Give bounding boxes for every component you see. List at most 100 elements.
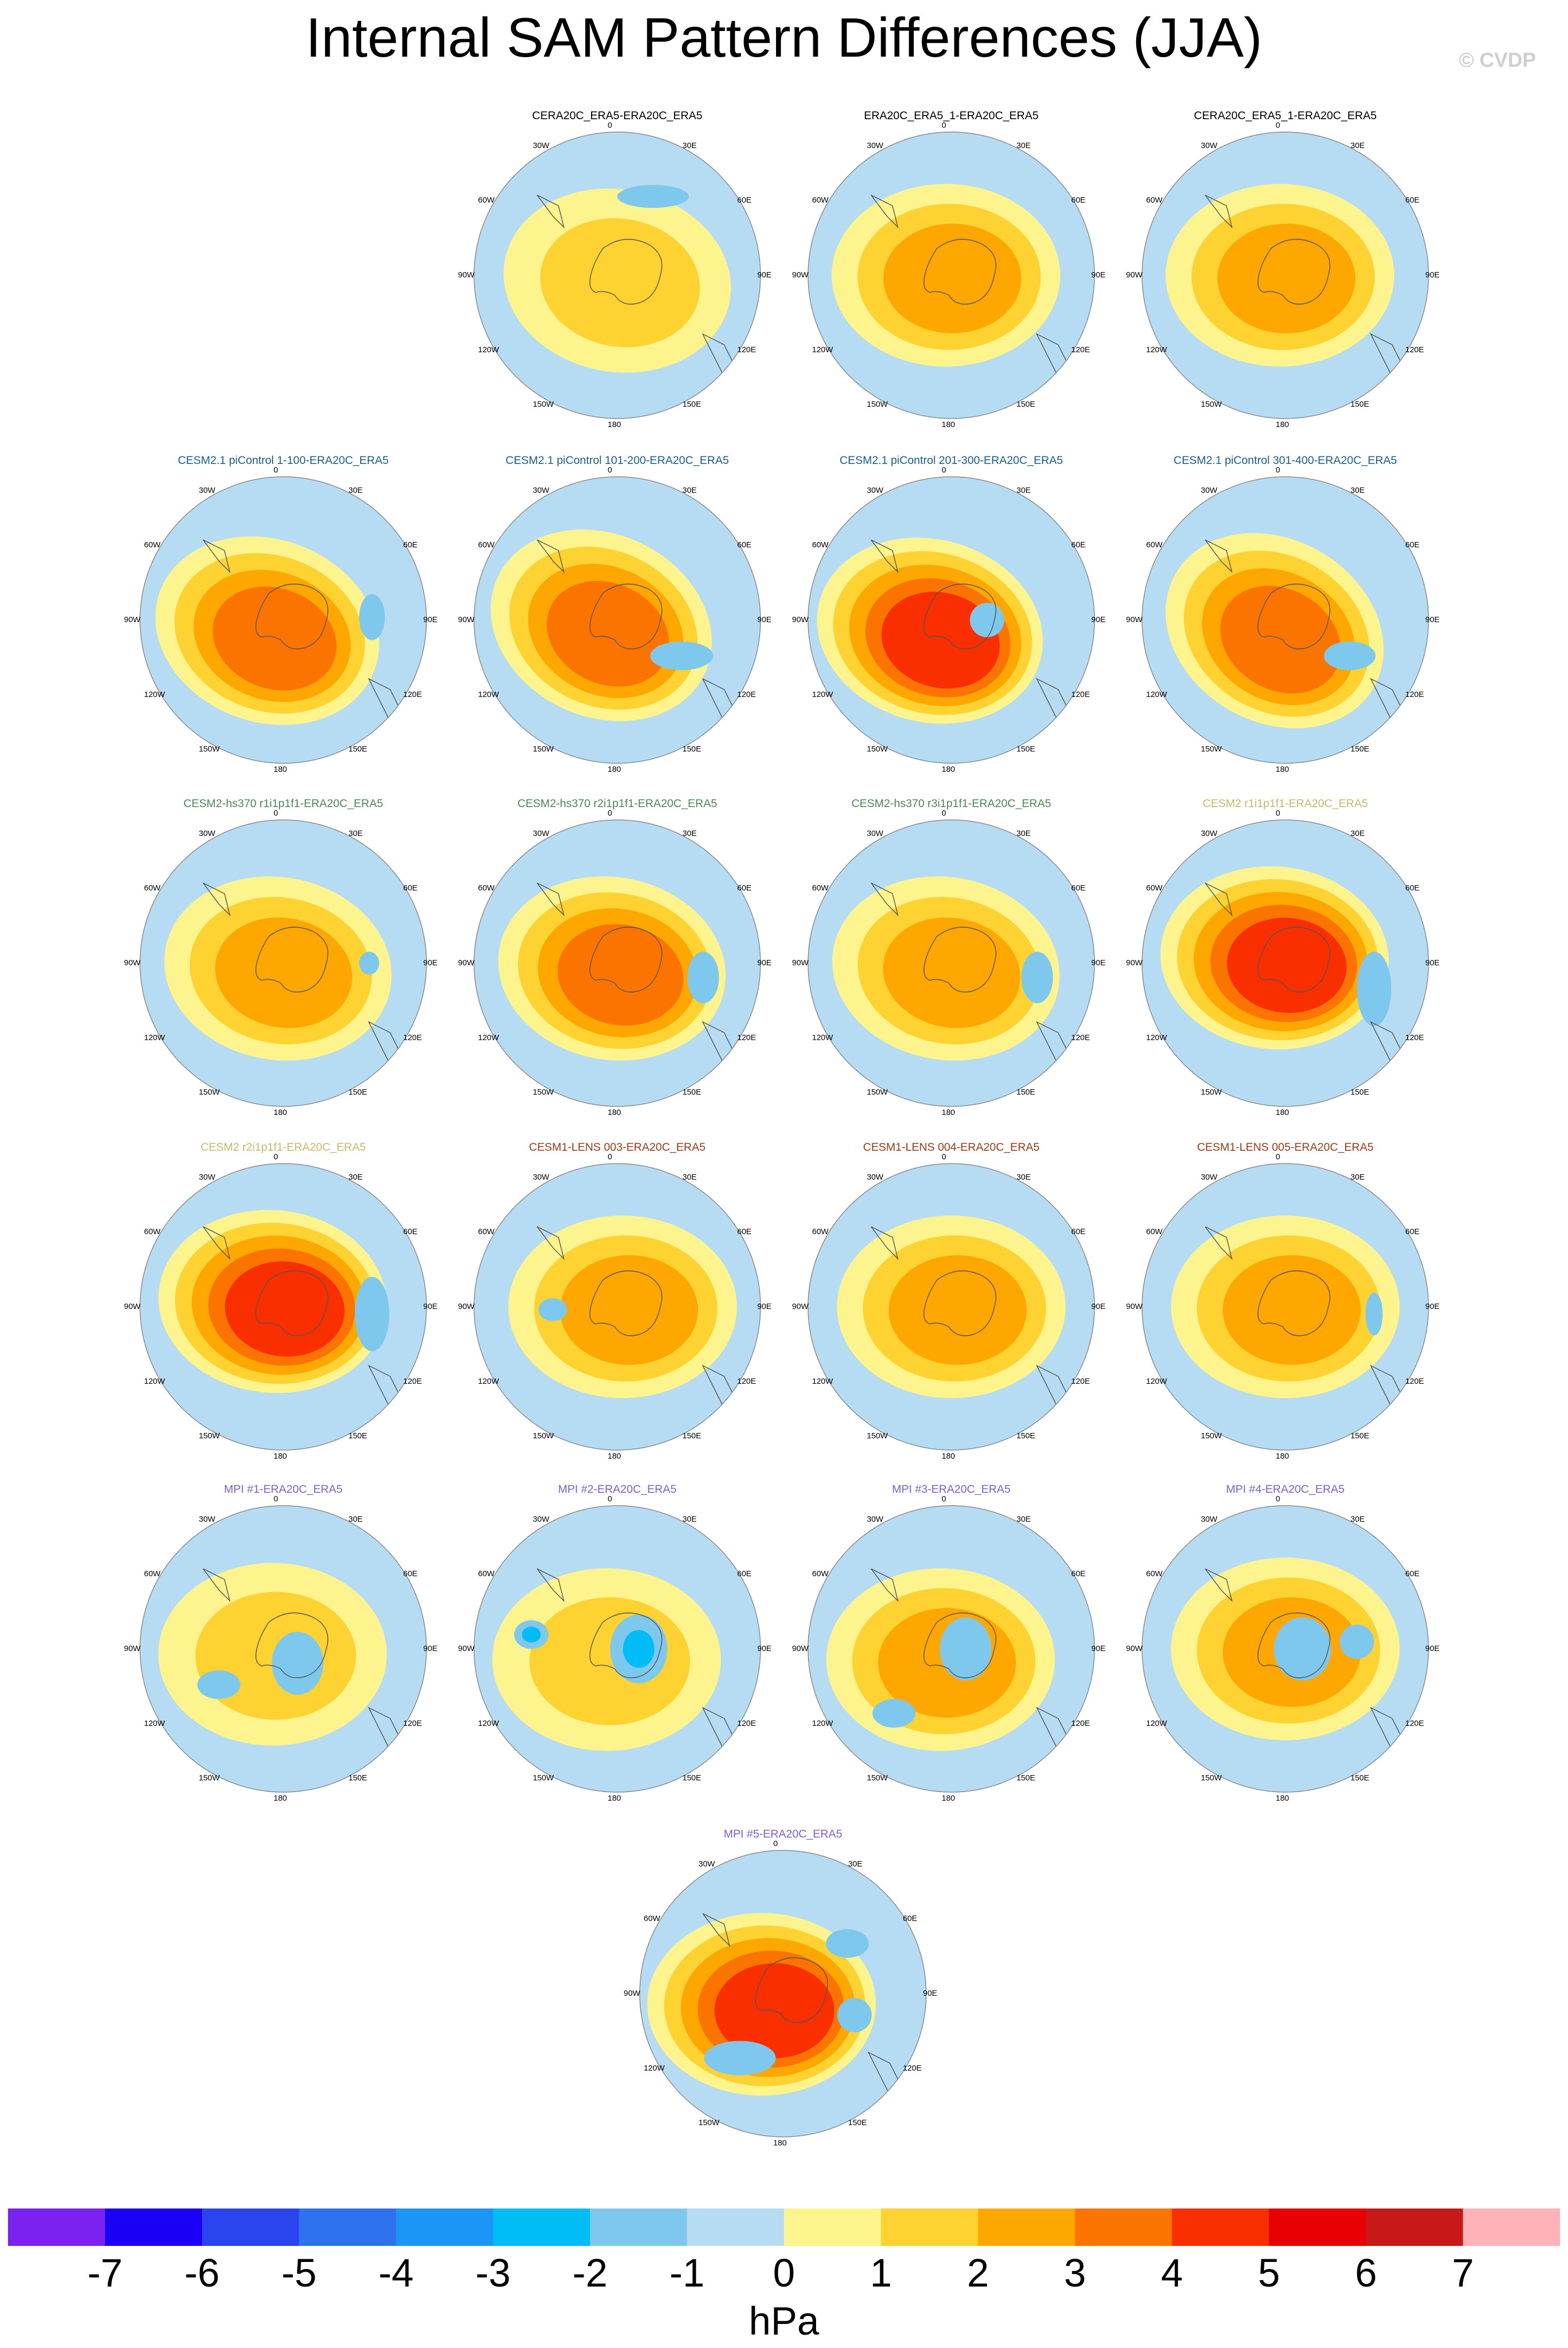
longitude-label: 150W <box>1201 1088 1222 1097</box>
longitude-label: 90W <box>124 958 141 967</box>
longitude-label: 180 <box>942 765 956 774</box>
map-panel: CESM1-LENS 003-ERA20C_ERA5 0 30E 60E 90E 120E… <box>458 1141 772 1462</box>
longitude-label: 30E <box>682 485 697 495</box>
longitude-label: 60W <box>478 196 495 205</box>
longitude-label: 30E <box>1016 1514 1031 1524</box>
antarctica-coastline <box>589 1270 663 1336</box>
panel-title: MPI #4-ERA20C_ERA5 <box>1226 1483 1345 1495</box>
panel-title: CESM2-hs370 r3i1p1f1-ERA20C_ERA5 <box>851 797 1051 810</box>
colorbar-tick-label: -7 <box>87 2251 123 2295</box>
map-panel: CESM2.1 piControl 1-100-ERA20C_ERA5 0 30E 6… <box>124 454 438 775</box>
longitude-label: 0 <box>1276 466 1280 475</box>
longitude-label: 0 <box>608 1494 612 1504</box>
panel-title: CESM2 r1i1p1f1-ERA20C_ERA5 <box>1202 797 1368 810</box>
longitude-label: 90W <box>458 615 475 624</box>
longitude-label: 0 <box>942 121 946 130</box>
polar-map <box>473 476 761 764</box>
longitude-label: 60W <box>144 884 161 893</box>
antarctica-coastline <box>1257 583 1331 649</box>
polar-map <box>808 1163 1095 1451</box>
longitude-label: 60W <box>812 1569 829 1578</box>
longitude-label: 120W <box>812 1033 833 1042</box>
longitude-label: 30E <box>682 1514 697 1524</box>
positive-contour <box>881 592 1000 689</box>
south-america-coastline <box>203 539 231 574</box>
longitude-label: 120E <box>1071 690 1090 699</box>
negative-contour <box>687 951 719 1004</box>
longitude-label: 30E <box>1350 485 1365 495</box>
longitude-label: 0 <box>942 1152 946 1161</box>
longitude-label: 120E <box>403 1377 422 1386</box>
longitude-label: 0 <box>942 466 946 475</box>
antarctica-coastline <box>755 1957 828 2023</box>
longitude-label: 90E <box>1425 270 1440 280</box>
south-america-coastline <box>871 195 899 229</box>
longitude-label: 30E <box>348 828 363 838</box>
longitude-label: 90E <box>1091 615 1106 624</box>
longitude-label: 90W <box>458 270 475 280</box>
longitude-label: 0 <box>274 466 278 475</box>
longitude-label: 30E <box>1016 828 1031 838</box>
south-america-coastline <box>537 195 565 229</box>
longitude-label: 150E <box>848 2118 867 2128</box>
panel-title: MPI #1-ERA20C_ERA5 <box>224 1483 343 1495</box>
longitude-label: 90E <box>1425 615 1440 624</box>
longitude-label: 60E <box>737 1227 752 1236</box>
panel-title: CESM1-LENS 003-ERA20C_ERA5 <box>529 1141 706 1153</box>
map-panel: MPI #3-ERA20C_ERA5 0 30E 60E 90E 120E 150E 180 1… <box>792 1483 1106 1804</box>
longitude-label: 150E <box>1350 1431 1370 1441</box>
polar-map <box>1142 476 1429 764</box>
longitude-label: 150E <box>682 745 702 754</box>
longitude-label: 180 <box>274 1794 288 1803</box>
longitude-label: 60W <box>643 1914 661 1923</box>
map-panel: MPI #5-ERA20C_ERA5 0 30E 60E 90E 120E 150E 180 1… <box>624 1828 937 2149</box>
longitude-label: 150E <box>1016 1431 1036 1441</box>
longitude-label: 30E <box>1350 1514 1365 1524</box>
longitude-label: 90E <box>923 1989 937 1998</box>
longitude-label: 120W <box>1146 690 1167 699</box>
longitude-label: 150E <box>348 1088 368 1097</box>
negative-contour <box>538 1298 568 1321</box>
longitude-label: 180 <box>608 1452 622 1461</box>
longitude-label: 30W <box>867 485 883 495</box>
longitude-label: 150W <box>867 400 888 409</box>
longitude-label: 60W <box>1146 1569 1163 1578</box>
longitude-label: 150E <box>1016 400 1036 409</box>
map-border <box>139 476 427 764</box>
longitude-label: 90E <box>1425 958 1440 967</box>
longitude-label: 0 <box>608 809 612 818</box>
longitude-label: 60E <box>403 884 418 893</box>
south-america-coastline <box>203 882 231 917</box>
map-panel: CESM1-LENS 005-ERA20C_ERA5 0 30E 60E 90E 120E… <box>1126 1141 1440 1462</box>
polar-map <box>1142 1163 1429 1451</box>
map-panel: ERA20C_ERA5_1-ERA20C_ERA5 0 30E 60E 90E 120E 1… <box>792 110 1106 430</box>
south-america-coastline <box>1205 195 1233 229</box>
map-border <box>639 1850 927 2137</box>
longitude-label: 60E <box>403 540 418 549</box>
antarctica-coastline <box>923 238 997 305</box>
longitude-label: 90E <box>423 1302 438 1311</box>
longitude-label: 0 <box>1276 1152 1280 1161</box>
negative-contour <box>1365 1292 1383 1336</box>
longitude-label: 120E <box>1405 345 1424 354</box>
longitude-label: 60E <box>737 540 752 549</box>
longitude-label: 120W <box>144 1377 165 1386</box>
colorbar-segment <box>687 2208 785 2246</box>
south-america-coastline <box>1205 1568 1233 1602</box>
longitude-label: 90W <box>458 1302 475 1311</box>
longitude-label: 0 <box>773 1839 778 1848</box>
longitude-label: 30W <box>533 141 549 150</box>
longitude-label: 150E <box>1350 745 1370 754</box>
longitude-label: 30E <box>1016 1172 1031 1182</box>
longitude-label: 30E <box>1016 485 1031 495</box>
south-america-coastline <box>1205 882 1233 917</box>
longitude-label: 180 <box>942 1108 956 1117</box>
longitude-label: 120W <box>812 345 833 354</box>
negative-contour <box>1274 1617 1331 1680</box>
longitude-label: 90W <box>1126 615 1143 624</box>
negative-contour <box>969 602 1005 638</box>
longitude-label: 30W <box>867 141 883 150</box>
longitude-label: 90W <box>458 958 475 967</box>
colorbar-segment <box>784 2208 881 2246</box>
colorbar-segment <box>881 2208 979 2246</box>
